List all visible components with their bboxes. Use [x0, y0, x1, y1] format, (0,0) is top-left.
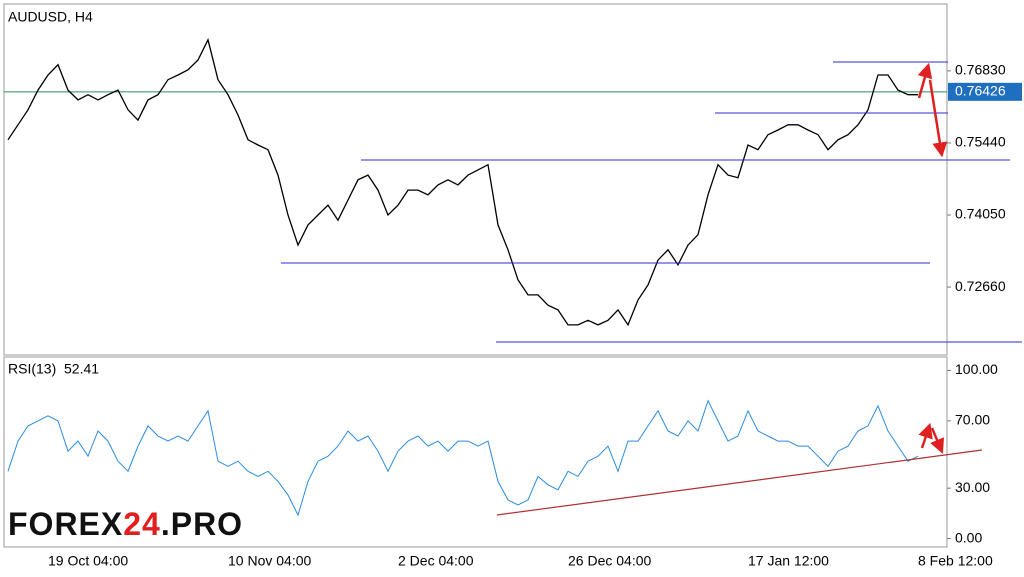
last-price-box [948, 82, 1022, 101]
price-line [7, 37, 918, 327]
x-tick-label: 10 Nov 04:00 [228, 553, 311, 569]
y-tick-label: 70.00 [955, 412, 990, 428]
rsi-trendline [496, 449, 983, 516]
arrow-down [928, 79, 948, 158]
watermark-part: FOREX [8, 506, 123, 542]
annotations [281, 61, 1022, 516]
y-tick-label: 30.00 [955, 479, 990, 495]
chart-title: AUDUSD, H4 [8, 9, 93, 25]
x-tick-label: 26 Dec 04:00 [568, 553, 651, 569]
y-tick-label: 0.72660 [955, 278, 1006, 294]
y-tick-label: 100.00 [955, 361, 998, 377]
watermark: FOREX24.PRO [8, 506, 243, 542]
rsi-title: RSI(13) [8, 361, 56, 377]
watermark-part: 24 [123, 506, 161, 542]
y-tick-label: 0.00 [955, 529, 982, 545]
y-tick-label: 0.75440 [955, 134, 1006, 150]
x-tick-label: 2 Dec 04:00 [398, 553, 474, 569]
rsi-current: 52.41 [64, 361, 99, 377]
rsi-arrow-up [918, 422, 933, 449]
y-tick-label: 0.74050 [955, 206, 1006, 222]
rsi-panel [3, 356, 948, 548]
price-panel [3, 3, 948, 356]
watermark-part: .PRO [161, 506, 243, 542]
rsi-line [7, 399, 919, 517]
last-price-label: 0.76426 [955, 83, 1006, 99]
y-tick-label: 0.76830 [955, 62, 1006, 78]
x-tick-label: 17 Jan 12:00 [748, 553, 829, 569]
arrow-up [917, 62, 933, 99]
x-tick-label: 8 Feb 12:00 [918, 553, 993, 569]
x-tick-label: 19 Oct 04:00 [48, 553, 128, 569]
plot-layer [4, 37, 947, 517]
rsi-arrow-down [930, 427, 945, 454]
